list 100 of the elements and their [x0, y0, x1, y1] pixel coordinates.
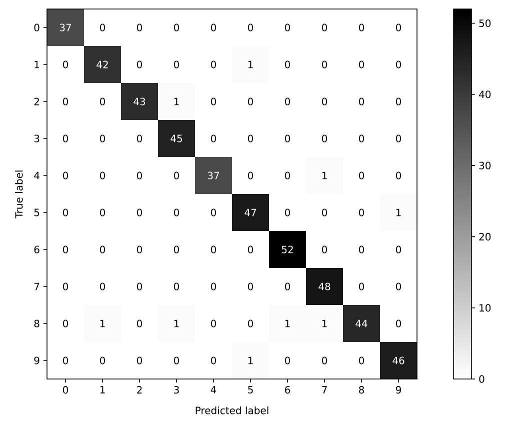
data-label: 1	[248, 356, 253, 364]
data-label: 0	[62, 134, 68, 142]
data-label: 0	[210, 98, 216, 106]
data-label: 0	[248, 246, 254, 254]
data-label: 0	[174, 24, 180, 32]
data-label: 0	[358, 60, 364, 68]
data-label: 0	[62, 98, 68, 106]
data-label: 0	[284, 98, 290, 106]
y-tick-label: 3	[34, 134, 40, 142]
data-label: 1	[396, 208, 401, 216]
x-tick-label: 1	[100, 386, 105, 394]
data-label: 1	[174, 98, 179, 106]
data-label: 0	[358, 24, 364, 32]
data-label: 0	[210, 282, 216, 290]
data-label: 0	[100, 134, 106, 142]
data-label: 37	[208, 172, 220, 180]
data-label: 0	[62, 246, 68, 254]
data-label: 0	[62, 320, 68, 328]
data-label: 0	[62, 208, 68, 216]
data-label: 43	[134, 98, 146, 106]
data-label: 0	[100, 24, 106, 32]
data-label: 0	[284, 208, 290, 216]
data-label: 0	[358, 282, 364, 290]
data-label: 0	[210, 320, 216, 328]
data-label: 0	[174, 282, 180, 290]
data-label: 0	[248, 98, 254, 106]
x-tick-label: 3	[174, 386, 179, 394]
data-label: 0	[322, 60, 328, 68]
data-label: 0	[358, 134, 364, 142]
data-label: 0	[174, 208, 180, 216]
data-label: 45	[170, 134, 182, 142]
data-label: 0	[62, 356, 68, 364]
data-label: 0	[100, 208, 106, 216]
data-label: 0	[174, 356, 180, 364]
x-tick-label: 4	[210, 386, 216, 394]
data-label: 0	[210, 356, 216, 364]
data-label: 0	[322, 246, 328, 254]
data-label: 0	[62, 172, 68, 180]
y-tick-label: 6	[34, 246, 40, 254]
data-label: 0	[284, 134, 290, 142]
data-label: 0	[358, 98, 364, 106]
data-label: 0	[136, 24, 142, 32]
data-label: 0	[210, 60, 216, 68]
data-label: 0	[396, 24, 402, 32]
data-label: 1	[174, 320, 179, 328]
data-label: 0	[100, 282, 106, 290]
data-label: 0	[100, 172, 106, 180]
data-label: 0	[284, 282, 290, 290]
data-label: 0	[248, 320, 254, 328]
data-label: 0	[396, 320, 402, 328]
data-label: 46	[392, 356, 404, 364]
data-label: 0	[210, 208, 216, 216]
data-label: 0	[396, 172, 402, 180]
x-tick-label: 9	[396, 386, 401, 394]
data-label: 0	[136, 282, 142, 290]
data-label: 0	[322, 356, 328, 364]
x-tick-label: 7	[322, 386, 327, 394]
data-label: 1	[322, 320, 327, 328]
x-tick-label: 2	[137, 386, 142, 394]
data-label: 0	[210, 24, 216, 32]
data-label: 0	[396, 134, 402, 142]
color-bar-label: 0	[479, 375, 484, 383]
data-label: 37	[60, 24, 72, 32]
color-bar-label: 30	[479, 162, 491, 170]
data-label: 1	[285, 320, 290, 328]
data-label: 0	[174, 246, 180, 254]
y-tick-label: 9	[34, 356, 40, 364]
data-label: 52	[282, 246, 293, 254]
data-label: 44	[356, 320, 368, 328]
y-tick-label: 1	[34, 60, 40, 68]
data-label: 0	[396, 60, 402, 68]
data-label: 0	[358, 172, 364, 180]
data-label: 0	[322, 24, 328, 32]
color-bar-label: 10	[480, 304, 491, 312]
data-label: 0	[248, 282, 254, 290]
data-label: 0	[100, 98, 106, 106]
data-label: 0	[210, 246, 216, 254]
data-label: 0	[358, 356, 364, 364]
data-label: 47	[244, 208, 256, 216]
data-label: 0	[136, 246, 142, 254]
data-label: 0	[174, 172, 180, 180]
data-label: 0	[248, 134, 254, 142]
x-tick-label: 5	[248, 386, 253, 394]
data-label: 0	[136, 208, 142, 216]
color-bar-label: 20	[479, 232, 491, 240]
data-label: 1	[248, 60, 253, 68]
data-label: 0	[322, 134, 328, 142]
data-label: 0	[136, 134, 142, 142]
data-label: 0	[396, 246, 402, 254]
data-label: 0	[100, 356, 106, 364]
y-tick-label: 0	[34, 24, 40, 32]
data-label: 0	[322, 98, 328, 106]
data-label: 0	[284, 24, 290, 32]
data-label: 0	[136, 320, 142, 328]
data-label: 0	[248, 24, 254, 32]
y-axis-title: True label	[15, 170, 23, 218]
data-label: 0	[322, 208, 328, 216]
x-tick-label: 6	[285, 386, 290, 394]
x-tick-label: 8	[358, 386, 364, 394]
color-bar-label: 40	[479, 90, 491, 98]
